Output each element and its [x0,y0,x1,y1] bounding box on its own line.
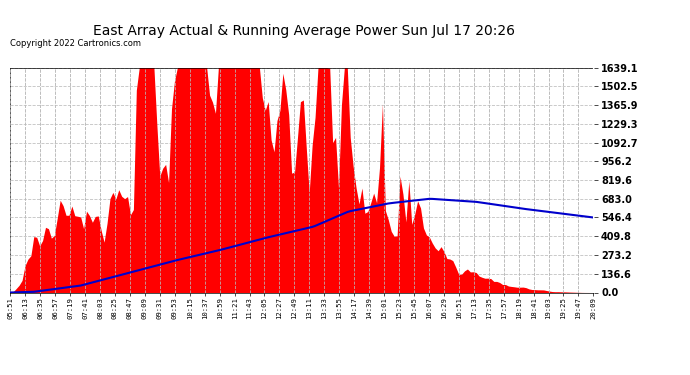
Text: East Array Actual & Running Average Power Sun Jul 17 20:26: East Array Actual & Running Average Powe… [92,24,515,38]
Text: Copyright 2022 Cartronics.com: Copyright 2022 Cartronics.com [10,39,141,48]
